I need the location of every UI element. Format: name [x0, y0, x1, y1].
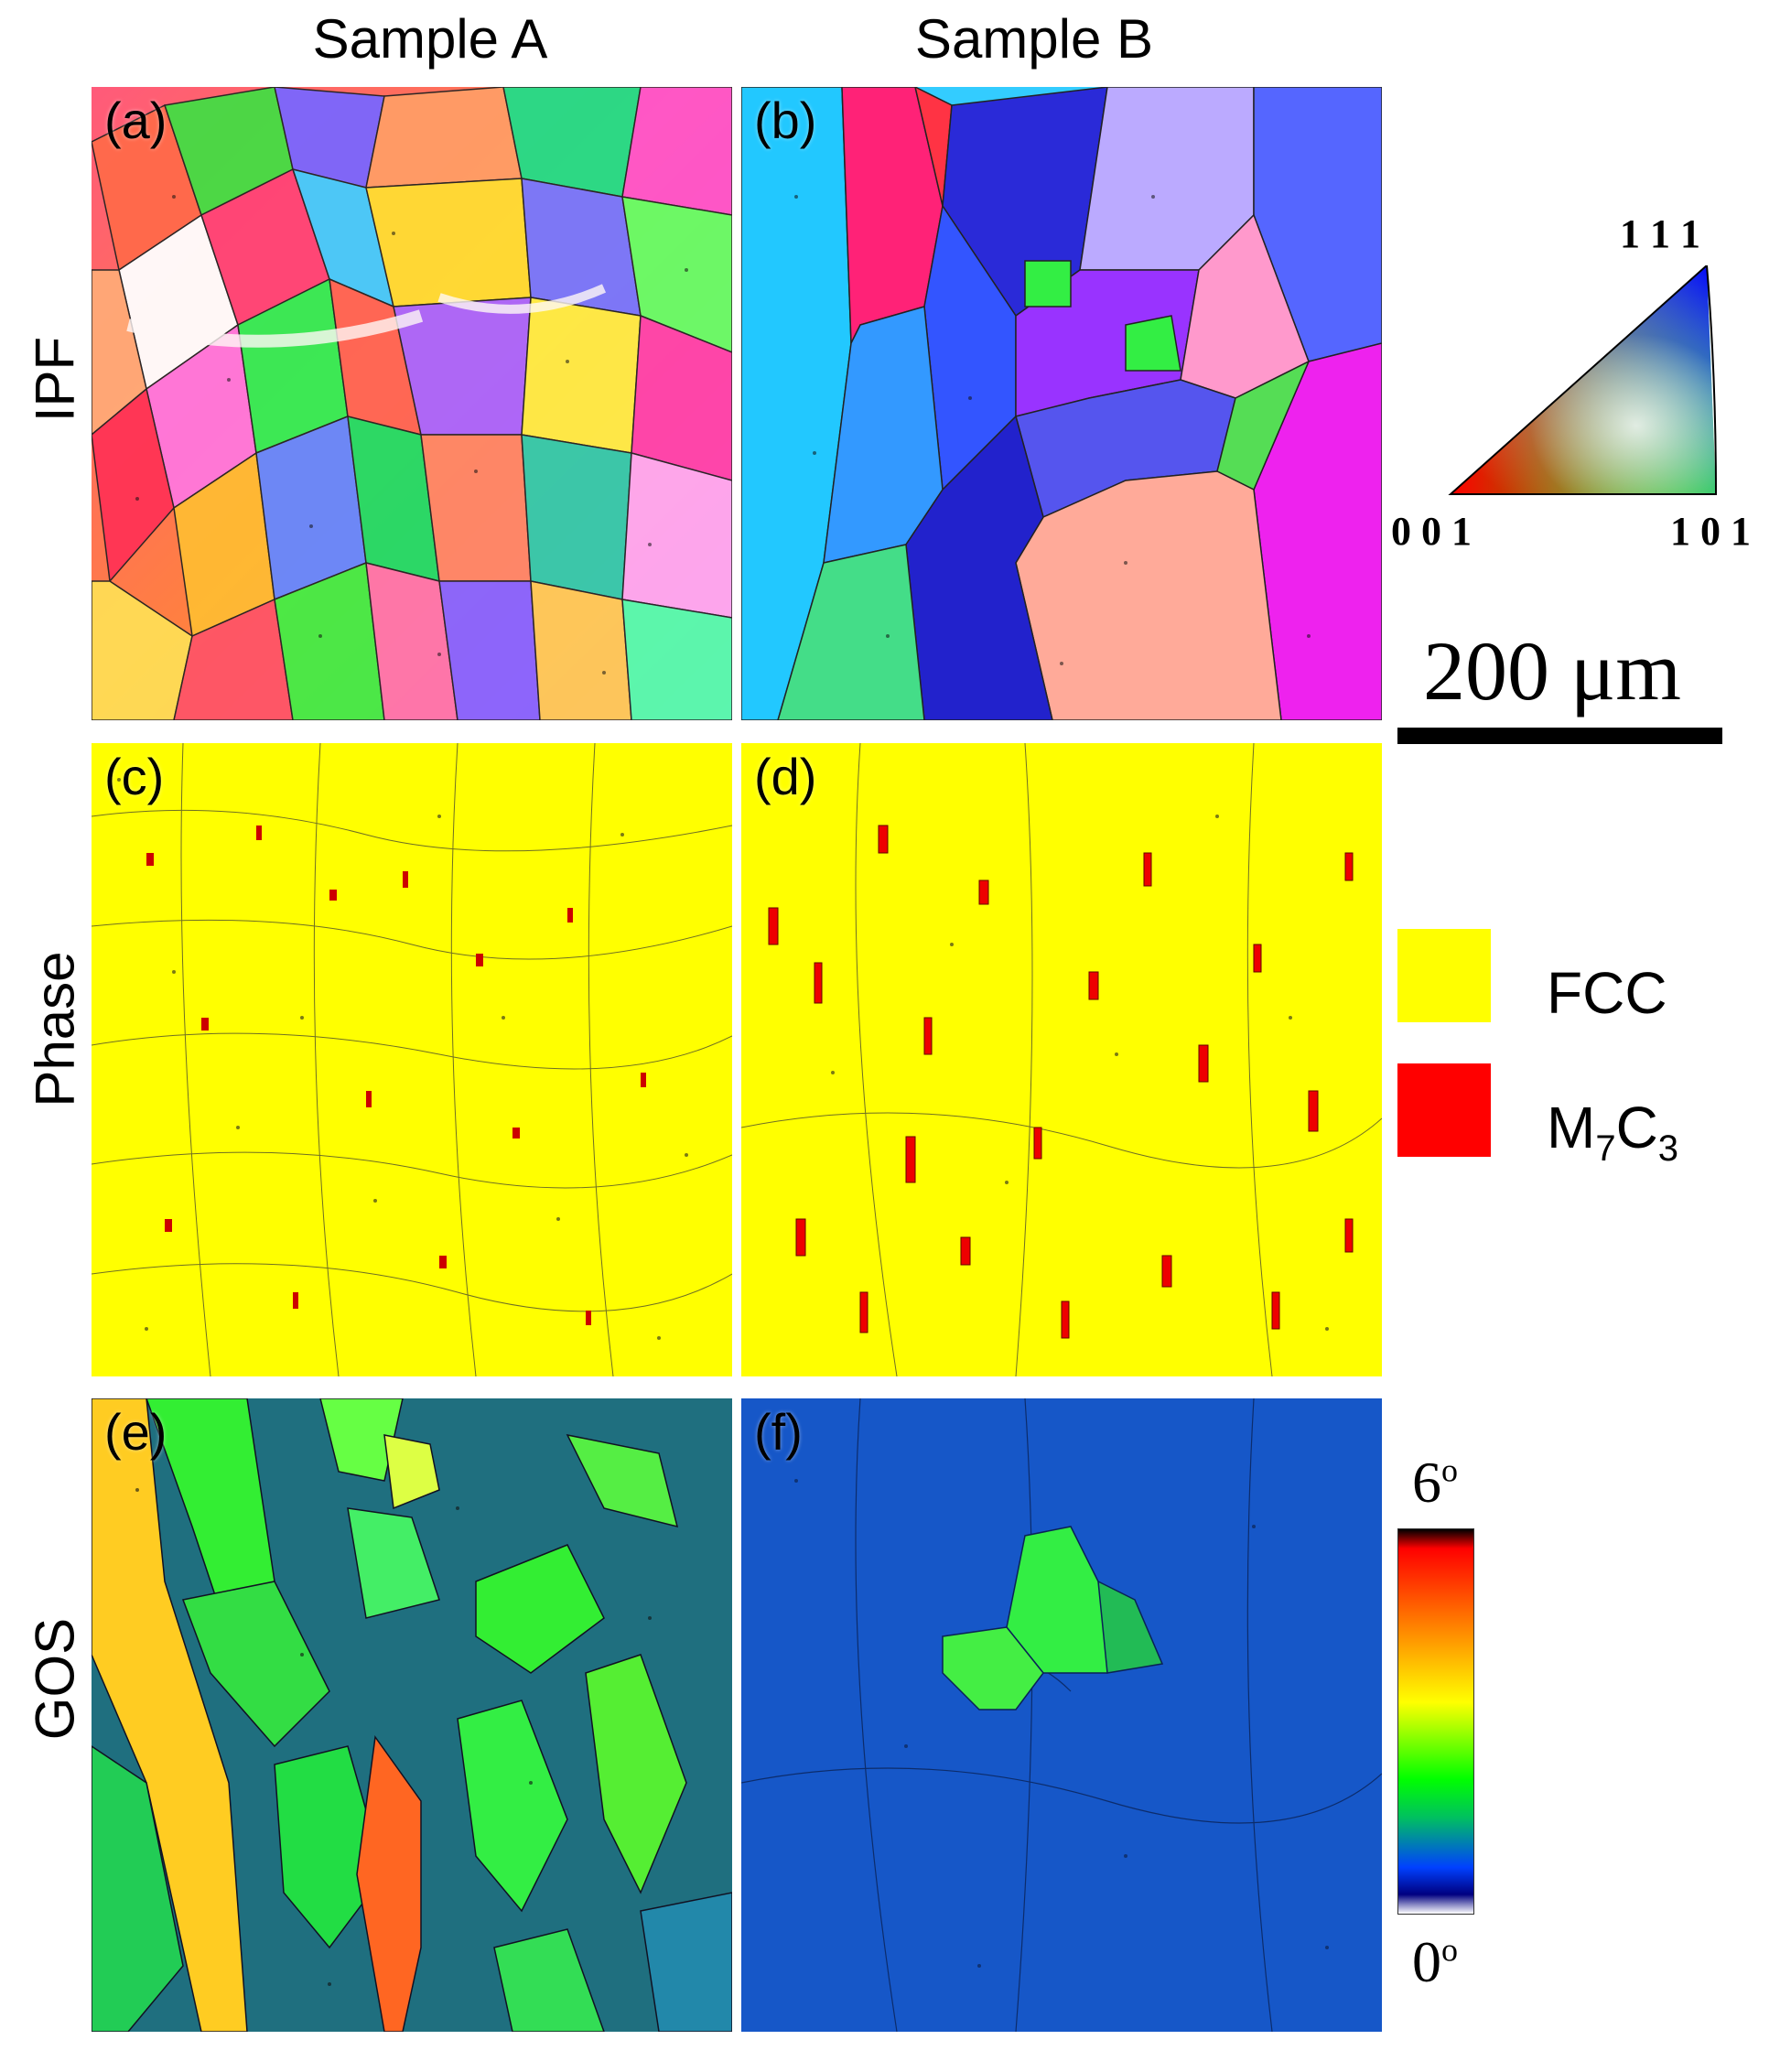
- row-title-gos: GOS: [24, 1617, 86, 1741]
- ipf-key-label-101: 1 0 1: [1670, 509, 1751, 554]
- ipf-key-label-111: 1 1 1: [1620, 211, 1700, 256]
- ipf-map-b: [741, 87, 1382, 720]
- panel-label-d: (d): [754, 748, 817, 805]
- panel-a-ipf-sample-a: (a): [92, 87, 732, 720]
- panel-b-ipf-sample-b: (b): [741, 87, 1382, 720]
- colorbar-max-label: 6o: [1412, 1450, 1458, 1515]
- column-title-sample-b: Sample B: [914, 8, 1154, 70]
- legend-swatch-fcc: [1397, 929, 1491, 1022]
- ipf-color-key-triangle: [1448, 265, 1718, 495]
- phase-map-c: [92, 743, 732, 1376]
- legend-label-fcc: FCC: [1547, 960, 1667, 1026]
- panel-label-c: (c): [104, 748, 165, 805]
- panel-label-f: (f): [754, 1403, 803, 1461]
- row-title-ipf: IPF: [24, 336, 86, 423]
- scale-bar: [1397, 728, 1722, 744]
- panel-label-a: (a): [104, 92, 167, 149]
- row-title-phase: Phase: [24, 951, 86, 1107]
- legend-label-m7c3: M7C3: [1547, 1095, 1679, 1169]
- colorbar-min-label: 0o: [1412, 1929, 1458, 1994]
- ipf-map-a: [92, 87, 732, 720]
- panel-f-gos-sample-b: (f): [741, 1398, 1382, 2032]
- scale-bar-label: 200 μm: [1423, 624, 1681, 718]
- panel-c-phase-sample-a: (c): [92, 743, 732, 1376]
- panel-e-gos-sample-a: (e): [92, 1398, 732, 2032]
- panel-label-b: (b): [754, 92, 817, 149]
- panel-d-phase-sample-b: (d): [741, 743, 1382, 1376]
- panel-label-e: (e): [104, 1403, 167, 1461]
- gos-map-e: [92, 1398, 732, 2032]
- column-title-sample-a: Sample A: [312, 8, 548, 70]
- gos-colorbar: [1397, 1528, 1474, 1915]
- legend-swatch-m7c3: [1397, 1063, 1491, 1157]
- ipf-key-label-001: 0 0 1: [1391, 509, 1472, 554]
- gos-map-f: [741, 1398, 1382, 2032]
- phase-map-d: [741, 743, 1382, 1376]
